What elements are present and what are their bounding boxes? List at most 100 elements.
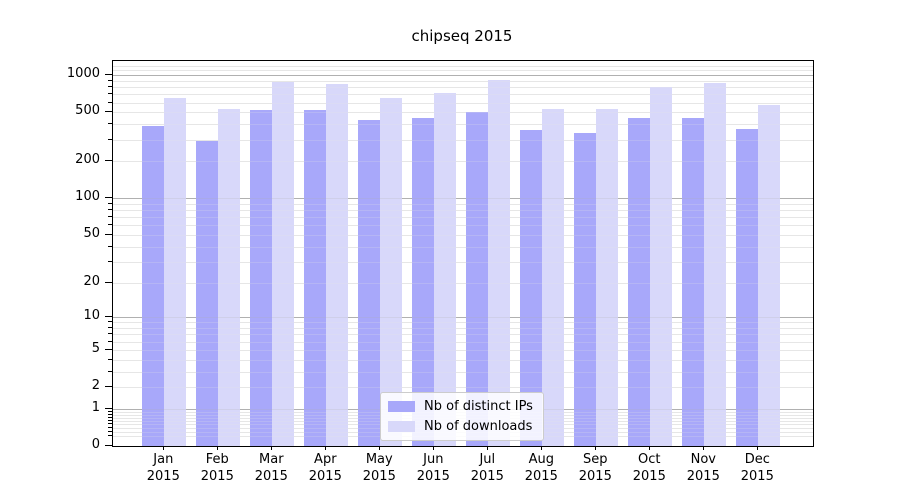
bar-downloads-apr-2015 xyxy=(326,84,349,446)
x-tick-mark-may-2015 xyxy=(379,446,381,450)
bar-ips-jan-2015 xyxy=(142,125,165,446)
y-minor-tick-mark-0-4 xyxy=(108,426,112,428)
y-tick-label-50: 50 xyxy=(83,226,100,241)
gridline-major-10 xyxy=(113,317,813,319)
legend-swatch-distinct-ips xyxy=(388,401,415,412)
bar-downloads-oct-2015 xyxy=(650,87,673,446)
plot-area: Nb of distinct IPs Nb of downloads xyxy=(112,60,814,447)
gridline-minor-80 xyxy=(113,210,813,212)
x-tick-label-mar-2015: Mar 2015 xyxy=(254,452,288,484)
y-minor-tick-mark-3 xyxy=(108,370,112,372)
y-minor-tick-mark-2 xyxy=(108,386,112,388)
legend: Nb of distinct IPs Nb of downloads xyxy=(380,392,544,441)
y-minor-tick-mark-0-9 xyxy=(108,410,112,412)
y-tick-mark-100 xyxy=(105,197,112,199)
y-tick-label-20: 20 xyxy=(83,273,100,289)
x-tick-mark-feb-2015 xyxy=(217,446,219,450)
y-minor-tick-mark-800 xyxy=(108,86,112,88)
x-tick-mark-dec-2015 xyxy=(757,446,759,450)
y-tick-label-1000: 1000 xyxy=(66,66,100,82)
bar-ips-jun-2015 xyxy=(412,118,435,446)
bar-ips-aug-2015 xyxy=(520,130,543,446)
y-minor-tick-mark-0-30000000000000004 xyxy=(108,430,112,432)
y-minor-tick-mark-4 xyxy=(108,358,112,360)
y-minor-tick-mark-0-2 xyxy=(108,435,112,437)
y-minor-tick-mark-80 xyxy=(108,209,112,211)
y-minor-tick-mark-30 xyxy=(108,260,112,262)
y-tick-label-100: 100 xyxy=(75,189,100,205)
x-tick-mark-jun-2015 xyxy=(433,446,435,450)
x-tick-label-jun-2015: Jun 2015 xyxy=(416,452,450,484)
y-minor-tick-mark-20 xyxy=(108,281,112,283)
y-minor-tick-mark-6 xyxy=(108,340,112,342)
gridline-minor-70 xyxy=(113,217,813,219)
y-minor-tick-mark-0-8 xyxy=(108,413,112,415)
y-minor-tick-mark-90 xyxy=(108,203,112,204)
y-minor-tick-mark-5 xyxy=(108,348,112,350)
gridline-minor-300 xyxy=(113,139,813,141)
x-tick-mark-mar-2015 xyxy=(271,446,273,450)
x-tick-mark-aug-2015 xyxy=(541,446,543,450)
y-tick-label-200: 200 xyxy=(75,152,100,168)
y-minor-tick-mark-400 xyxy=(108,123,112,125)
y-tick-label-500: 500 xyxy=(75,103,100,119)
gridline-minor-400 xyxy=(113,124,813,126)
y-minor-tick-mark-200 xyxy=(108,160,112,162)
x-tick-label-feb-2015: Feb 2015 xyxy=(200,452,234,484)
x-tick-label-apr-2015: Apr 2015 xyxy=(308,452,342,484)
y-tick-mark-1 xyxy=(105,407,112,409)
gridline-minor-3 xyxy=(113,371,813,373)
gridline-major-1000 xyxy=(113,75,813,77)
y-tick-label-2: 2 xyxy=(91,378,100,394)
gridline-minor-900 xyxy=(113,80,813,82)
y-tick-label-0: 0 xyxy=(91,437,100,452)
gridline-minor-9 xyxy=(113,322,813,324)
bar-ips-apr-2015 xyxy=(304,109,327,446)
gridline-minor-5 xyxy=(113,349,813,351)
bar-downloads-nov-2015 xyxy=(704,83,727,446)
legend-item-distinct-ips: Nb of distinct IPs xyxy=(388,399,533,414)
bar-ips-dec-2015 xyxy=(736,128,759,446)
gridline-minor-20 xyxy=(113,282,813,284)
y-minor-tick-mark-50 xyxy=(108,234,112,235)
legend-label-downloads: Nb of downloads xyxy=(424,419,533,434)
gridline-minor-1100 xyxy=(113,70,813,72)
x-tick-label-dec-2015: Dec 2015 xyxy=(740,452,774,484)
bar-downloads-sep-2015 xyxy=(596,108,619,446)
x-tick-label-jul-2015: Jul 2015 xyxy=(470,452,504,484)
gridline-minor-7 xyxy=(113,334,813,336)
y-minor-tick-mark-60 xyxy=(108,224,112,226)
bar-ips-nov-2015 xyxy=(682,117,705,446)
y-tick-mark-10 xyxy=(105,316,112,318)
y-minor-tick-mark-700 xyxy=(108,93,112,95)
bar-downloads-dec-2015 xyxy=(758,104,781,446)
x-tick-mark-apr-2015 xyxy=(325,446,327,450)
bar-ips-feb-2015 xyxy=(196,140,219,446)
y-tick-mark-1000 xyxy=(105,74,112,76)
y-minor-tick-mark-300 xyxy=(108,138,112,140)
x-tick-mark-jul-2015 xyxy=(487,446,489,450)
bar-ips-sep-2015 xyxy=(574,133,597,446)
legend-item-downloads: Nb of downloads xyxy=(388,419,533,434)
legend-swatch-downloads xyxy=(388,421,415,432)
gridline-minor-40 xyxy=(113,246,813,248)
gridline-minor-50 xyxy=(113,235,813,236)
bars-layer xyxy=(113,61,813,446)
gridline-minor-60 xyxy=(113,225,813,227)
y-minor-tick-mark-70 xyxy=(108,216,112,218)
gridline-minor-4 xyxy=(113,359,813,361)
bar-downloads-jul-2015 xyxy=(488,79,511,446)
bar-downloads-feb-2015 xyxy=(218,109,241,446)
chart-title: chipseq 2015 xyxy=(411,27,513,45)
bar-downloads-aug-2015 xyxy=(542,109,565,446)
bar-ips-jul-2015 xyxy=(466,111,489,446)
y-tick-label-1: 1 xyxy=(91,399,100,415)
legend-label-distinct-ips: Nb of distinct IPs xyxy=(424,399,533,414)
y-minor-tick-mark-40 xyxy=(108,245,112,247)
y-minor-tick-mark-9 xyxy=(108,321,112,323)
x-tick-label-may-2015: May 2015 xyxy=(362,452,396,484)
y-minor-tick-mark-7 xyxy=(108,333,112,335)
gridline-minor-6 xyxy=(113,341,813,343)
y-tick-mark-0 xyxy=(105,445,112,446)
bar-downloads-mar-2015 xyxy=(272,81,295,446)
